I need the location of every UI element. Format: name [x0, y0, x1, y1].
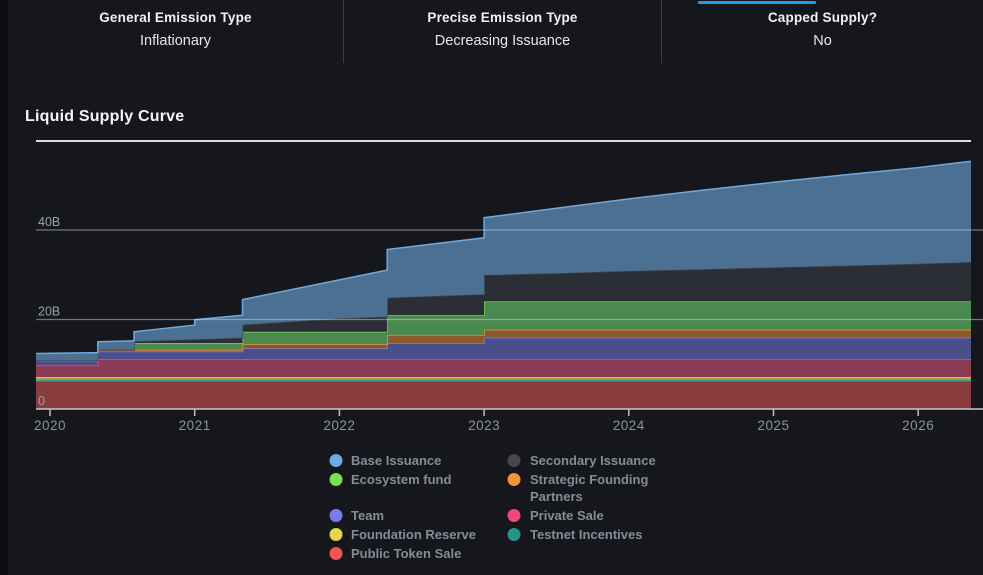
legend-item-foundation-reserve[interactable]: Foundation Reserve	[329, 526, 476, 543]
public-token-sale-dot	[329, 547, 343, 560]
stat-value: Inflationary	[140, 33, 211, 49]
stat-label: Capped Supply?	[767, 10, 878, 25]
stat-label: Precise Emission Type	[427, 10, 578, 25]
legend-label: Private Sale	[529, 508, 604, 523]
y-axis-label-0: 0	[38, 394, 45, 408]
edge-ecosystem-fund	[36, 300, 971, 362]
legend-label: Ecosystem fund	[351, 472, 452, 487]
edge-secondary-issuance	[36, 261, 972, 362]
legend-item-secondary-issuance[interactable]: Secondary Issuance	[507, 452, 682, 469]
active-tab-indicator	[698, 1, 816, 4]
x-axis-label-2021: 2021	[179, 418, 211, 433]
legend-item-base-issuance[interactable]: Base Issuance	[329, 452, 476, 469]
edge-strategic-founding-partners	[36, 328, 971, 362]
ecosystem-fund-dot	[329, 473, 343, 486]
testnet-incentives-dot	[507, 528, 521, 541]
x-axis-label-2025: 2025	[757, 418, 789, 433]
area-testnet-incentives	[36, 380, 971, 382]
private-sale-dot	[507, 509, 521, 522]
edge-team	[36, 336, 971, 362]
legend-label: Secondary Issuance	[529, 453, 656, 468]
stat-general-emission-type: General Emission Type Inflationary	[8, 0, 343, 63]
legend-item-testnet-incentives[interactable]: Testnet Incentives	[507, 526, 682, 543]
stat-label: General Emission Type	[99, 10, 252, 25]
stat-value: Decreasing Issuance	[434, 33, 571, 49]
legend-item-strategic-founding-partners[interactable]: Strategic Founding Partners	[507, 471, 682, 505]
area-private-sale	[36, 359, 971, 377]
legend-label: Strategic Founding Partners	[529, 472, 649, 504]
chart-legend: Base Issuance Secondary Issuance Ecosystem…	[329, 452, 682, 562]
base-issuance-dot	[329, 454, 343, 467]
x-axis-label-2023: 2023	[468, 418, 500, 433]
y-axis-label-40B: 40B	[38, 215, 60, 229]
legend-label: Base Issuance	[351, 453, 442, 468]
x-axis-label-2020: 2020	[34, 418, 66, 433]
left-edge-strip	[0, 0, 8, 575]
legend-item-team[interactable]: Team	[329, 507, 476, 524]
edge-base-issuance	[35, 160, 972, 355]
area-secondary-issuance	[36, 262, 971, 361]
legend-label: Team	[351, 508, 385, 523]
area-base-issuance	[36, 161, 971, 361]
foundation-reserve-dot	[329, 528, 343, 541]
edge-private-sale	[36, 358, 971, 367]
area-public-token-sale	[36, 381, 971, 409]
strategic-founding-partners-dot	[507, 473, 521, 486]
legend-label: Public Token Sale	[351, 546, 462, 561]
legend-item-ecosystem-fund[interactable]: Ecosystem fund	[329, 471, 476, 505]
y-axis-label-20B: 20B	[38, 305, 60, 319]
team-dot	[329, 509, 343, 522]
x-axis-label-2026: 2026	[902, 418, 934, 433]
legend-label: Testnet Incentives	[529, 527, 643, 542]
x-axis-label-2024: 2024	[613, 418, 645, 433]
area-strategic-founding-partners	[36, 329, 971, 361]
area-foundation-reserve	[36, 377, 971, 381]
stat-capped-supply: Capped Supply? No	[662, 0, 983, 63]
x-axis-label-2022: 2022	[323, 418, 355, 433]
title-divider	[36, 140, 971, 142]
legend-label: Foundation Reserve	[351, 527, 476, 542]
secondary-issuance-dot	[507, 454, 521, 467]
stat-value: No	[813, 33, 832, 49]
legend-item-private-sale[interactable]: Private Sale	[507, 507, 682, 524]
area-team	[36, 337, 971, 366]
stat-precise-emission-type: Precise Emission Type Decreasing Issuanc…	[343, 0, 662, 63]
chart-title: Liquid Supply Curve	[25, 108, 185, 125]
emission-stats-header: General Emission Type Inflationary Preci…	[8, 0, 983, 63]
area-ecosystem-fund	[36, 301, 971, 361]
legend-item-public-token-sale[interactable]: Public Token Sale	[329, 545, 476, 562]
